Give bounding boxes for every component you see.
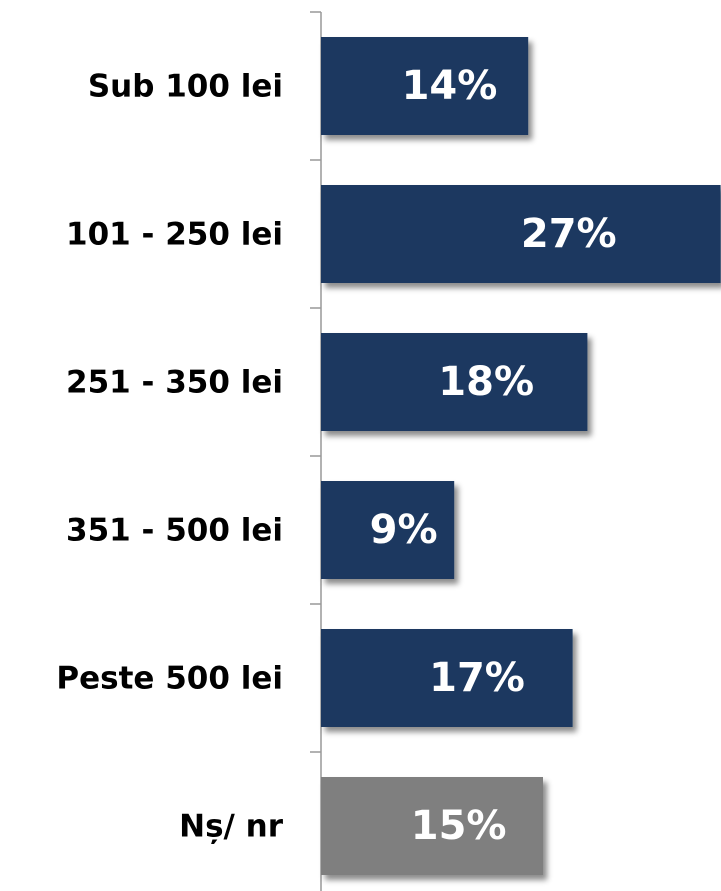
value-label: 17%	[429, 655, 525, 701]
category-label: 251 - 350 lei	[66, 365, 283, 401]
category-label: Peste 500 lei	[56, 661, 283, 697]
bar	[321, 777, 543, 875]
bar	[321, 37, 529, 135]
category-label: 351 - 500 lei	[66, 513, 283, 549]
value-label: 27%	[521, 211, 617, 257]
value-label: 18%	[438, 359, 534, 405]
bar	[321, 481, 455, 579]
category-label: Sub 100 lei	[88, 69, 283, 105]
value-label: 9%	[370, 507, 438, 553]
category-label: Nș/ nr	[179, 809, 284, 845]
bar	[321, 629, 573, 727]
category-label: 101 - 250 lei	[66, 217, 283, 253]
value-label: 15%	[411, 803, 507, 849]
value-label: 14%	[402, 63, 498, 109]
bar	[321, 185, 721, 283]
bar	[321, 333, 588, 431]
